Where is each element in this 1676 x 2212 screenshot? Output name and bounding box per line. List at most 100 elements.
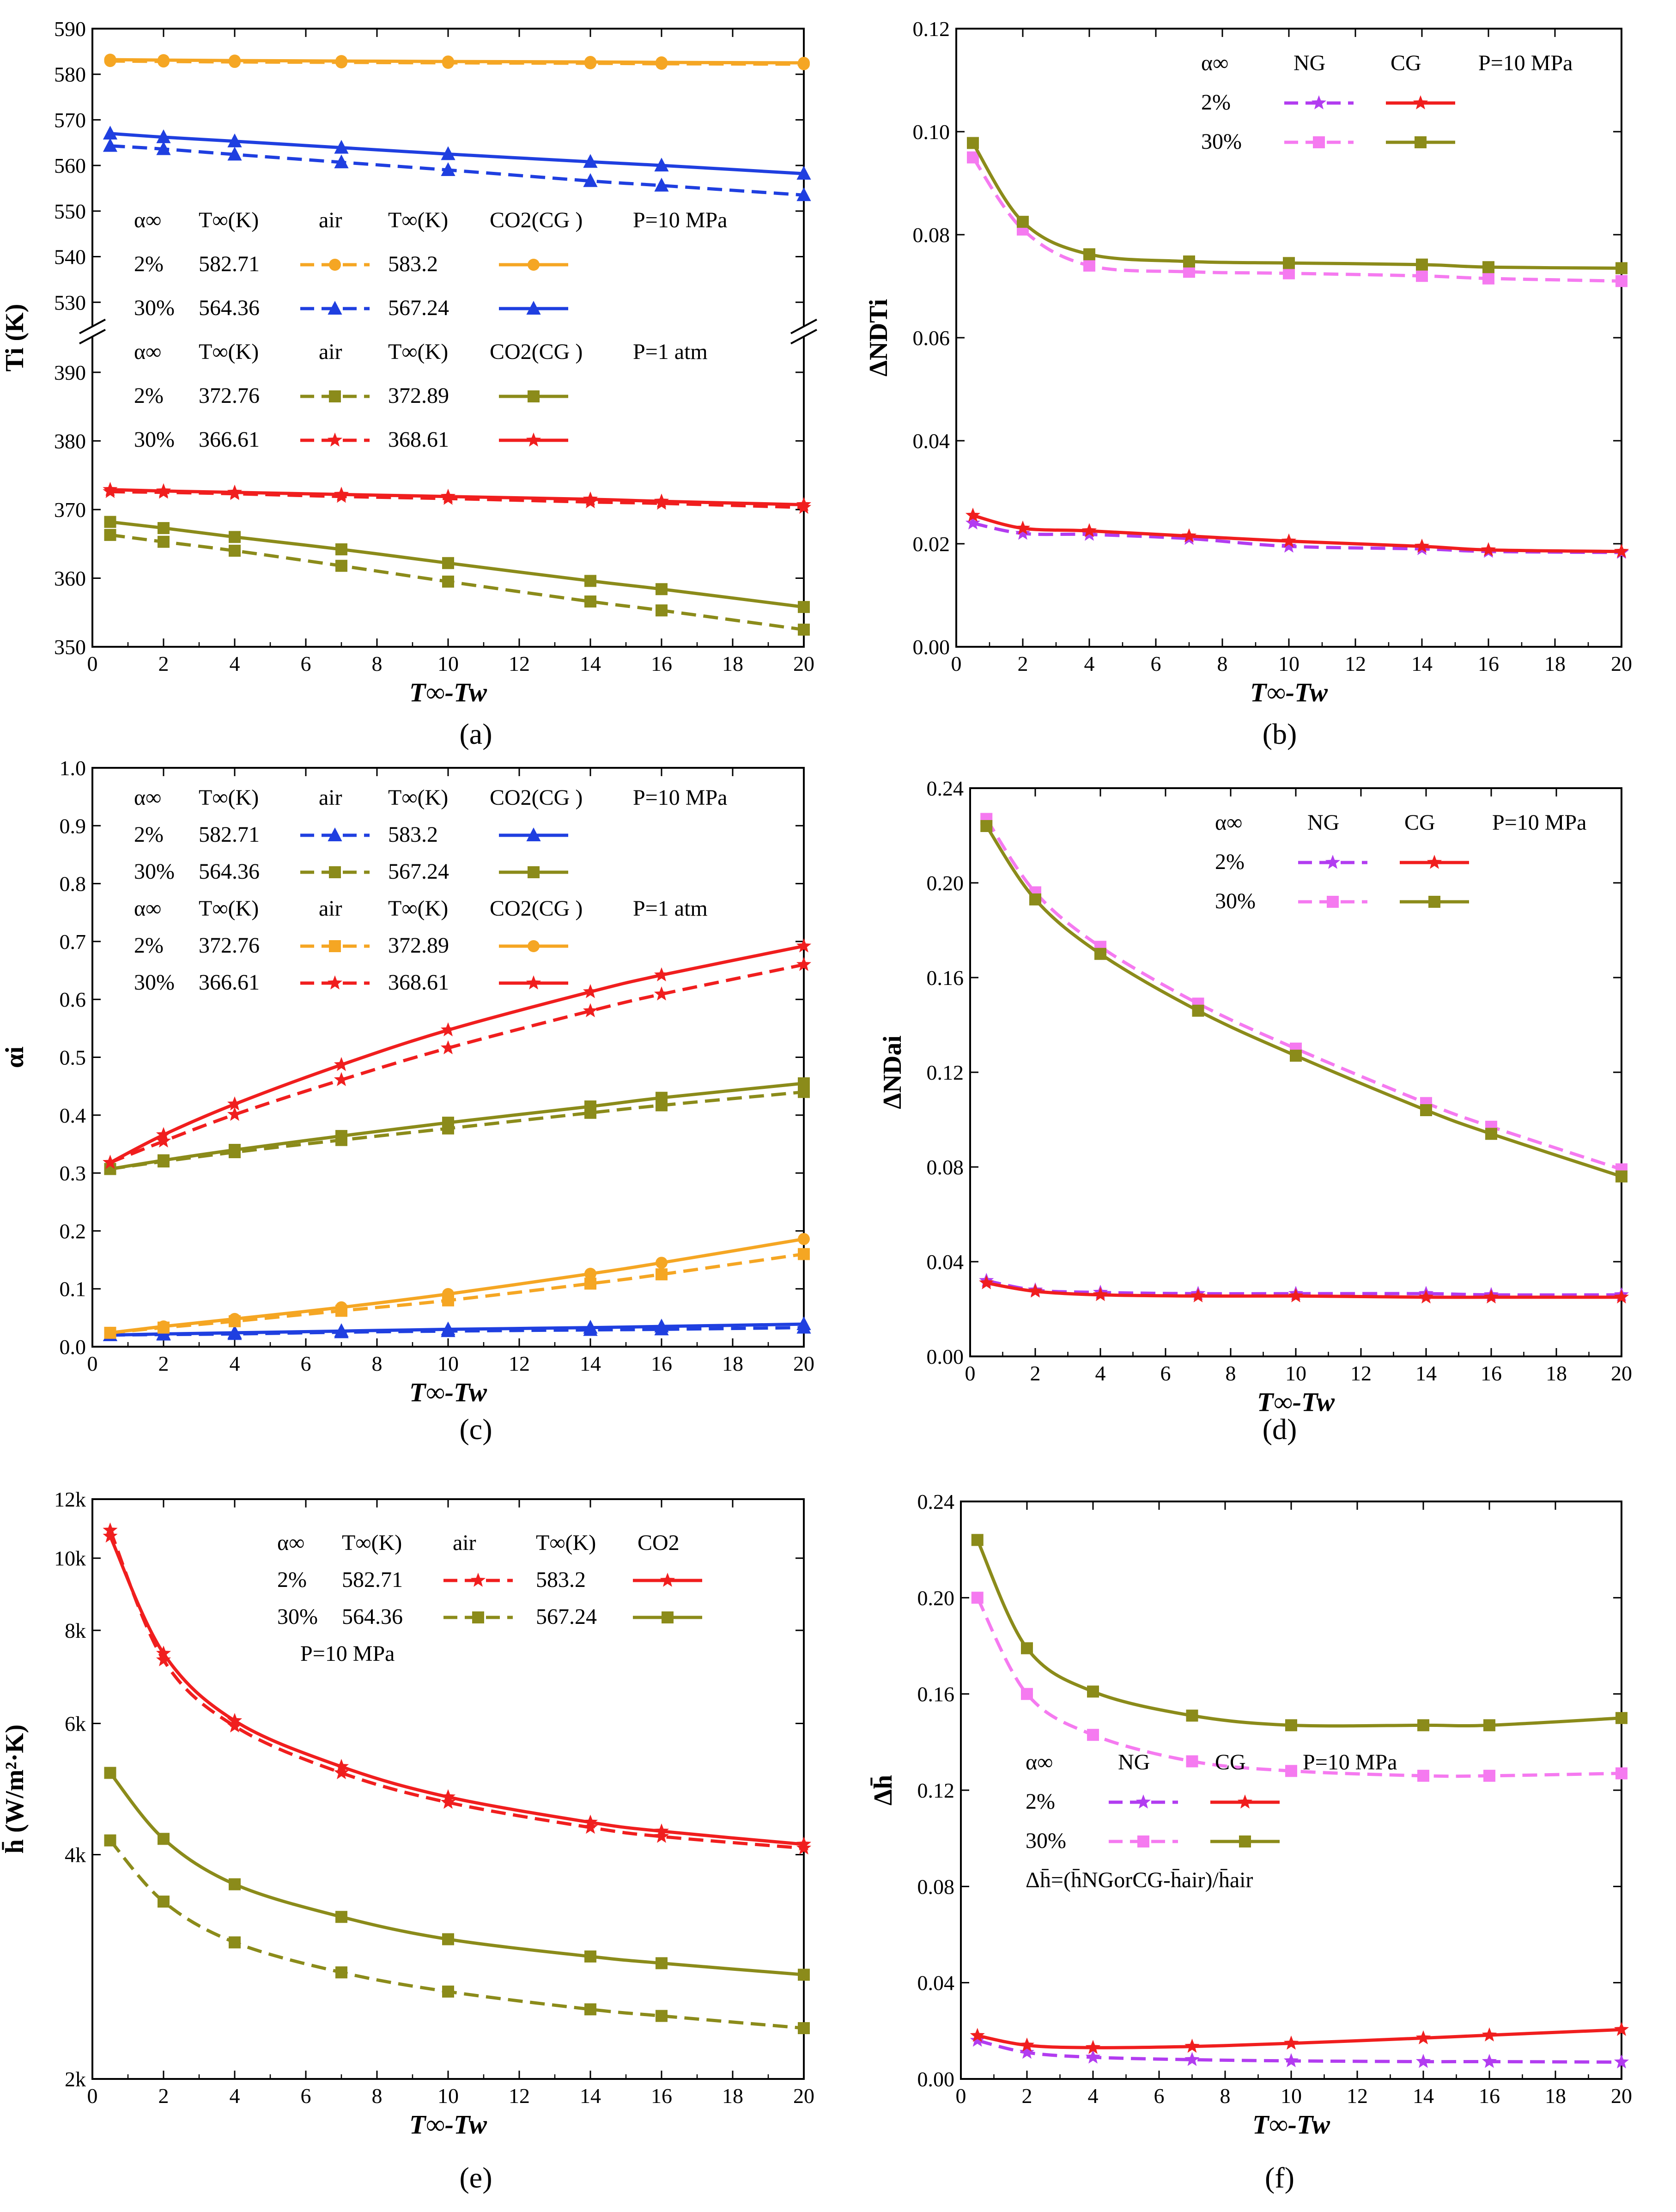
data-point — [1615, 1170, 1627, 1183]
data-point — [156, 1133, 171, 1148]
legend-row-label: 2% — [1026, 1789, 1055, 1814]
legend-value: 372.89 — [388, 383, 449, 408]
x-tick-label: 12 — [509, 2084, 530, 2108]
legend-sample-air-marker — [329, 390, 341, 402]
legend-sample-cg-marker — [1415, 136, 1427, 148]
x-axis-label: T∞-Tw — [1257, 1387, 1335, 1417]
x-tick-label: 0 — [951, 652, 962, 675]
data-point — [227, 484, 243, 499]
legend-row-label: 2% — [277, 1568, 307, 1592]
series-line — [972, 521, 1622, 554]
legend-sample-cg-marker — [1239, 1835, 1251, 1847]
data-point — [584, 595, 596, 608]
y-tick-label: 0.8 — [60, 872, 86, 896]
legend-sample-air-marker — [329, 259, 341, 271]
x-tick-label: 4 — [230, 2084, 240, 2108]
legend-header: CO2(CG ) — [490, 785, 583, 810]
legend-sample-air-marker — [329, 866, 341, 878]
data-point — [1482, 2027, 1497, 2042]
legend-sample-cg-marker — [1413, 95, 1428, 109]
y-tick-label: 10k — [54, 1547, 86, 1570]
legend: α∞ T∞(K) air T∞(K) CO2 2% 582.71 583.2 30% 564.36… — [277, 1531, 702, 1666]
legend-header: air — [319, 340, 342, 364]
axis-break-mark-right — [790, 318, 817, 334]
data-point — [227, 133, 242, 147]
x-tick-label: 18 — [722, 1352, 743, 1375]
legend-header: air — [453, 1531, 476, 1555]
data-point — [103, 1528, 118, 1543]
y-axis-label: ΔNDTi — [864, 299, 893, 377]
data-point — [229, 1878, 241, 1890]
data-point — [1485, 1128, 1497, 1140]
data-point — [1417, 1719, 1429, 1732]
y-tick-label: 0.9 — [60, 814, 86, 838]
data-point — [229, 1936, 241, 1949]
data-point — [583, 1814, 598, 1829]
data-point — [798, 601, 810, 613]
series-cg-2- — [979, 1275, 1629, 1304]
legend-value: 564.36 — [199, 296, 260, 320]
y-tick-label: 0.2 — [60, 1219, 86, 1243]
y-tick-label: 0.7 — [60, 930, 86, 954]
y-tick-label: 390 — [54, 361, 86, 384]
series-line — [976, 1539, 1622, 1728]
data-point — [104, 516, 116, 528]
data-point — [335, 543, 347, 556]
data-point — [971, 1592, 984, 1604]
series-line — [985, 825, 1622, 1178]
data-point — [970, 2032, 985, 2047]
series-co2-2-1-atm — [104, 516, 810, 613]
x-tick-label: 16 — [651, 1352, 672, 1375]
data-point — [1417, 1769, 1429, 1782]
legend-value: 368.61 — [388, 970, 449, 995]
x-axis-label: T∞-Tw — [409, 677, 487, 707]
data-point — [441, 162, 455, 176]
data-point — [798, 1233, 810, 1245]
plot-frame — [955, 28, 1622, 648]
data-point — [1021, 1688, 1033, 1700]
x-tick-label: 8 — [1217, 652, 1228, 675]
y-tick-label: 0.24 — [917, 1490, 955, 1513]
data-point — [156, 1646, 171, 1660]
axis-break-mark-left — [79, 318, 106, 334]
legend-value: 567.24 — [388, 296, 449, 320]
y-tick-label: 0.12 — [917, 1779, 955, 1802]
x-tick-label: 2 — [158, 1352, 169, 1375]
data-point — [103, 126, 118, 140]
legend-header: α∞ — [1026, 1750, 1053, 1774]
x-tick-label: 2 — [1030, 1361, 1041, 1385]
x-axis-label: T∞-Tw — [1250, 677, 1328, 707]
y-tick-label: 0.08 — [913, 223, 950, 247]
data-point — [583, 491, 598, 506]
data-point — [158, 54, 170, 67]
data-point — [227, 1096, 243, 1111]
data-point — [798, 1248, 810, 1260]
data-point — [334, 1057, 349, 1071]
x-tick-label: 0 — [87, 652, 98, 675]
legend-sample-ng-marker — [1137, 1835, 1149, 1847]
y-tick-label: 570 — [54, 108, 86, 132]
series-air-2-1-atm — [104, 529, 810, 636]
y-tick-label: 12k — [54, 1488, 86, 1511]
data-point — [1021, 1642, 1033, 1654]
data-point — [104, 1834, 116, 1847]
x-tick-label: 8 — [372, 1352, 383, 1375]
data-point — [979, 1275, 994, 1289]
data-point — [654, 967, 669, 982]
x-tick-label: 10 — [437, 2084, 459, 2108]
y-tick-label: 0.16 — [917, 1683, 955, 1706]
series-air-30-1-atm — [103, 484, 812, 514]
legend-sample-co2-marker — [526, 975, 541, 990]
series-co2-30- — [104, 1767, 810, 1981]
series-co2-2-1-atm — [104, 1233, 810, 1339]
data-point — [229, 1313, 241, 1325]
legend-row-label: 2% — [1201, 90, 1231, 115]
legend-sample-air-marker — [328, 827, 342, 841]
data-point — [583, 984, 598, 998]
legend-sample-co2-marker — [662, 1611, 674, 1623]
data-point — [970, 2028, 985, 2042]
x-tick-label: 16 — [651, 2084, 672, 2108]
y-tick-label: 590 — [54, 17, 86, 41]
plot-frame — [91, 767, 805, 1348]
legend-header: P=10 MPa — [633, 208, 727, 232]
